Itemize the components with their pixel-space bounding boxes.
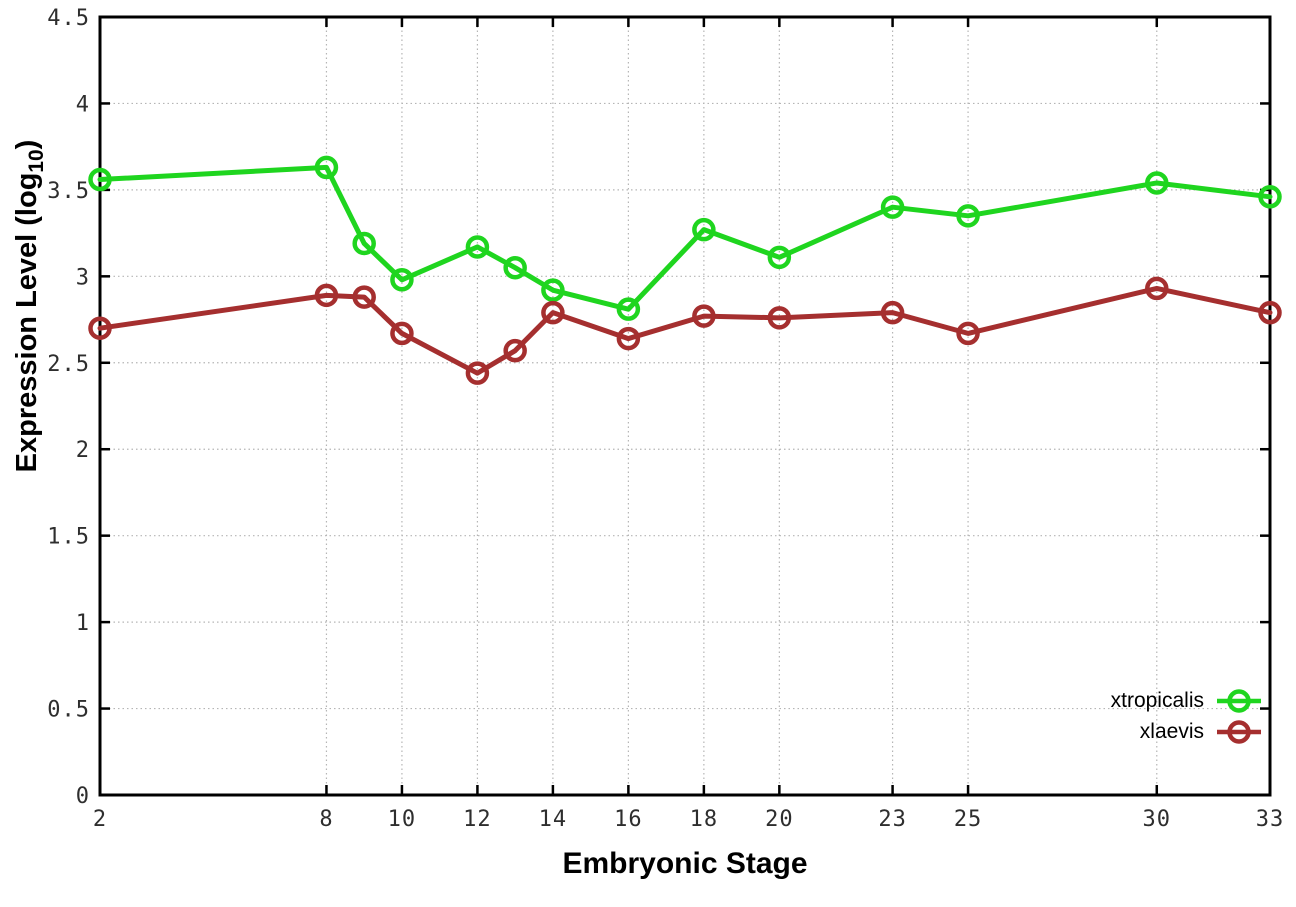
- data-point-marker: [956, 321, 980, 346]
- legend-entry-xlaevis: xlaevis: [1111, 717, 1262, 746]
- y-tick-label: 2: [76, 438, 90, 463]
- x-tick-label: 2: [93, 807, 107, 832]
- y-tick-label: 1.5: [47, 525, 90, 550]
- y-axis-title-subscript: 10: [24, 149, 48, 173]
- data-point-marker: [352, 285, 376, 309]
- x-tick-label: 14: [539, 807, 568, 832]
- x-tick-label: 23: [878, 807, 907, 832]
- y-axis-title-suffix: ): [11, 139, 44, 150]
- x-tick-label: 16: [614, 807, 643, 832]
- y-tick-label: 3: [76, 265, 90, 290]
- data-point-marker: [465, 361, 490, 385]
- y-axis-title-text: Expression Level (log: [11, 172, 44, 473]
- data-point-marker: [692, 217, 716, 242]
- data-point-marker: [1258, 300, 1282, 325]
- y-tick-label: 4.5: [47, 6, 90, 31]
- series-xlaevis: [88, 276, 1282, 385]
- data-point-marker: [314, 283, 339, 308]
- data-point-marker: [616, 326, 641, 351]
- x-tick-label: 33: [1256, 807, 1285, 832]
- data-point-marker: [503, 338, 527, 363]
- data-point-marker: [880, 300, 905, 325]
- legend-label-xlaevis: xlaevis: [1139, 719, 1204, 743]
- data-point-marker: [88, 316, 112, 340]
- series-xtropicalis: [88, 155, 1282, 321]
- data-point-marker: [352, 231, 376, 256]
- legend: xtropicalis xlaevis: [1111, 686, 1262, 746]
- legend-entry-xtropicalis: xtropicalis: [1111, 686, 1262, 715]
- data-point-marker: [692, 304, 716, 328]
- x-tick-label: 20: [765, 807, 794, 832]
- line-circle-marker-icon: [1217, 719, 1261, 744]
- data-point-marker: [956, 204, 980, 228]
- legend-label-xtropicalis: xtropicalis: [1110, 688, 1204, 712]
- x-tick-label: 8: [319, 807, 333, 832]
- data-point-marker: [1145, 276, 1169, 301]
- plot-border: [98, 15, 1272, 797]
- data-point-marker: [465, 235, 490, 259]
- data-point-marker: [541, 300, 565, 325]
- y-tick-label: 0: [76, 784, 90, 809]
- x-tick-label: 12: [463, 807, 492, 832]
- data-point-marker: [880, 195, 905, 219]
- tick-labels: 2 8 10 12 14 16 18 20 23 25 30 33 0 0.5 1 1.5 2 2.5 3 3.5 4 4…: [47, 6, 1285, 832]
- x-tick-label: 10: [388, 807, 417, 832]
- y-tick-label: 1: [76, 611, 90, 636]
- line-circle-marker-icon: [1217, 688, 1261, 713]
- x-tick-label: 25: [954, 807, 983, 832]
- y-tick-label: 0.5: [47, 698, 90, 723]
- data-point-marker: [314, 155, 339, 180]
- data-point-marker: [88, 167, 112, 192]
- x-tick-label: 18: [690, 807, 719, 832]
- y-tick-label: 4: [76, 92, 90, 117]
- data-point-marker: [503, 255, 527, 280]
- y-tick-label: 2.5: [47, 352, 90, 377]
- data-point-marker: [1145, 171, 1169, 195]
- data-point-marker: [616, 297, 641, 321]
- series-line: [97, 285, 1273, 376]
- data-point-marker: [541, 278, 565, 302]
- axis-ticks: [98, 15, 1272, 797]
- y-axis-title: Expression Level (log10): [11, 140, 49, 473]
- data-point-marker: [767, 245, 792, 270]
- gridlines: [100, 17, 1270, 795]
- data-point-marker: [390, 268, 414, 292]
- y-tick-label: 3.5: [47, 179, 90, 204]
- x-tick-label: 30: [1143, 807, 1172, 832]
- data-point-marker: [767, 306, 792, 330]
- x-axis-title: Embryonic Stage: [562, 847, 808, 880]
- data-point-marker: [1258, 185, 1282, 209]
- series-line: [97, 164, 1273, 312]
- data-point-marker: [390, 321, 414, 346]
